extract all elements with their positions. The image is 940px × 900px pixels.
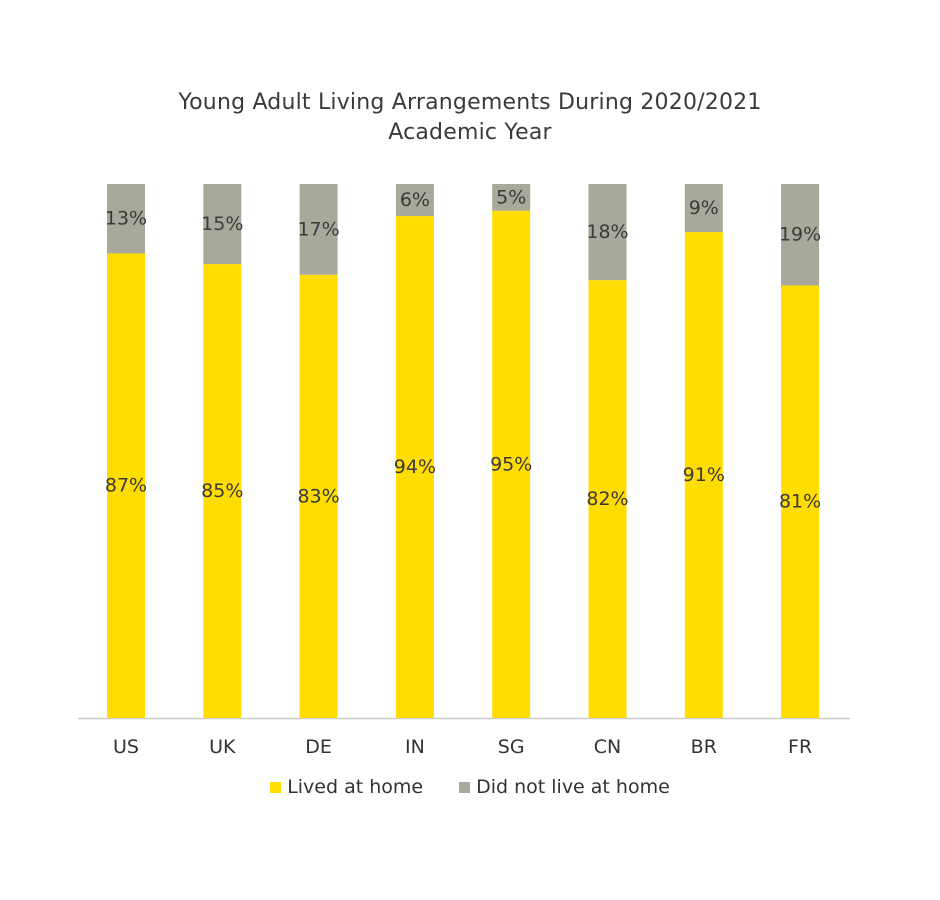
data-label-not-lived-fr: 19%	[779, 224, 821, 246]
data-label-lived-de: 83%	[297, 485, 339, 507]
data-label-lived-fr: 81%	[779, 491, 821, 513]
data-label-not-lived-cn: 18%	[586, 221, 628, 243]
bar-not-lived-us	[107, 184, 145, 254]
bar-lived-fr	[781, 285, 820, 718]
data-label-not-lived-de: 17%	[297, 218, 339, 240]
legend-item-not-lived: Did not live at home	[459, 776, 670, 798]
data-label-not-lived-uk: 15%	[201, 213, 243, 235]
data-label-lived-uk: 85%	[201, 480, 243, 502]
legend-item-lived: Lived at home	[270, 776, 423, 798]
x-tick-label-uk: UK	[209, 736, 236, 758]
data-label-lived-cn: 82%	[586, 488, 628, 510]
data-label-not-lived-us: 13%	[105, 208, 147, 230]
bar-not-lived-sg	[492, 184, 531, 211]
legend-label-lived: Lived at home	[287, 776, 424, 798]
bar-lived-br	[684, 232, 723, 718]
legend-swatch-not-lived	[459, 781, 471, 793]
bar-not-lived-br	[684, 184, 723, 233]
data-label-lived-us: 87%	[105, 475, 147, 497]
legend: Lived at home Did not live at home	[0, 776, 940, 798]
bar-not-lived-fr	[781, 184, 820, 286]
x-tick-label-in: IN	[405, 736, 425, 758]
chart-title-line-1: Young Adult Living Arrangements During 2…	[178, 90, 762, 115]
bar-lived-cn	[588, 280, 627, 718]
bar-lived-de	[299, 274, 338, 718]
x-tick-label-br: BR	[691, 736, 717, 758]
data-label-lived-br: 91%	[683, 464, 725, 486]
x-tick-label-de: DE	[305, 736, 332, 758]
legend-label-not-lived: Did not live at home	[476, 776, 670, 798]
x-tick-label-us: US	[113, 736, 139, 758]
bar-not-lived-de	[299, 184, 338, 275]
data-label-lived-in: 94%	[394, 456, 436, 478]
bar-lived-uk	[203, 264, 242, 718]
x-tick-label-cn: CN	[594, 736, 621, 758]
x-tick-label-sg: SG	[498, 736, 525, 758]
data-label-not-lived-in: 6%	[400, 189, 430, 211]
bar-lived-us	[107, 253, 145, 719]
chart-title-line-2: Academic Year	[388, 120, 552, 145]
bar-not-lived-uk	[203, 184, 242, 265]
legend-swatch-lived	[270, 781, 282, 793]
bar-lived-sg	[492, 210, 531, 718]
bar-not-lived-cn	[588, 184, 627, 281]
x-tick-label-fr: FR	[788, 736, 812, 758]
data-label-not-lived-sg: 5%	[496, 186, 526, 208]
data-label-lived-sg: 95%	[490, 453, 532, 475]
data-label-not-lived-br: 9%	[689, 197, 719, 219]
bar-not-lived-in	[395, 184, 434, 217]
bar-lived-in	[395, 216, 434, 719]
